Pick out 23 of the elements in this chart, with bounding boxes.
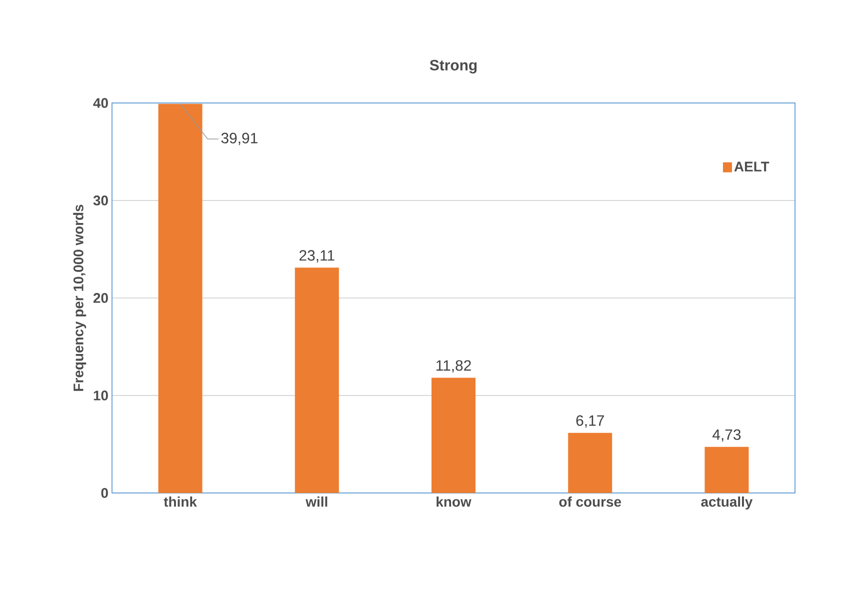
text: 6,17 — [576, 415, 604, 428]
y-tick-label: 0 — [101, 488, 108, 498]
y-tick-label: 10 — [94, 390, 108, 400]
bar — [294, 268, 339, 493]
bar — [432, 378, 476, 493]
chart-title: Strong — [430, 60, 477, 74]
y-tick-label: 20 — [93, 293, 108, 303]
text: 23,11 — [300, 250, 334, 262]
x-tick-label: know — [436, 496, 472, 507]
y-axis-title: Frequency per 10,000 words — [73, 204, 86, 391]
x-tick-label: will — [306, 496, 328, 507]
bar — [704, 446, 749, 493]
text: 39,91 — [221, 132, 258, 146]
y-tick-label: 40 — [93, 98, 108, 108]
bar — [568, 432, 612, 493]
y-tick-label: 30 — [93, 196, 108, 206]
text: 4,73 — [712, 429, 741, 442]
x-tick-label: of course — [559, 496, 622, 507]
bar — [158, 104, 202, 493]
text: 11,82 — [436, 360, 471, 373]
x-tick-label: think — [164, 496, 197, 507]
x-tick-label: actually — [701, 496, 753, 510]
legend-label: AELT — [734, 162, 770, 172]
